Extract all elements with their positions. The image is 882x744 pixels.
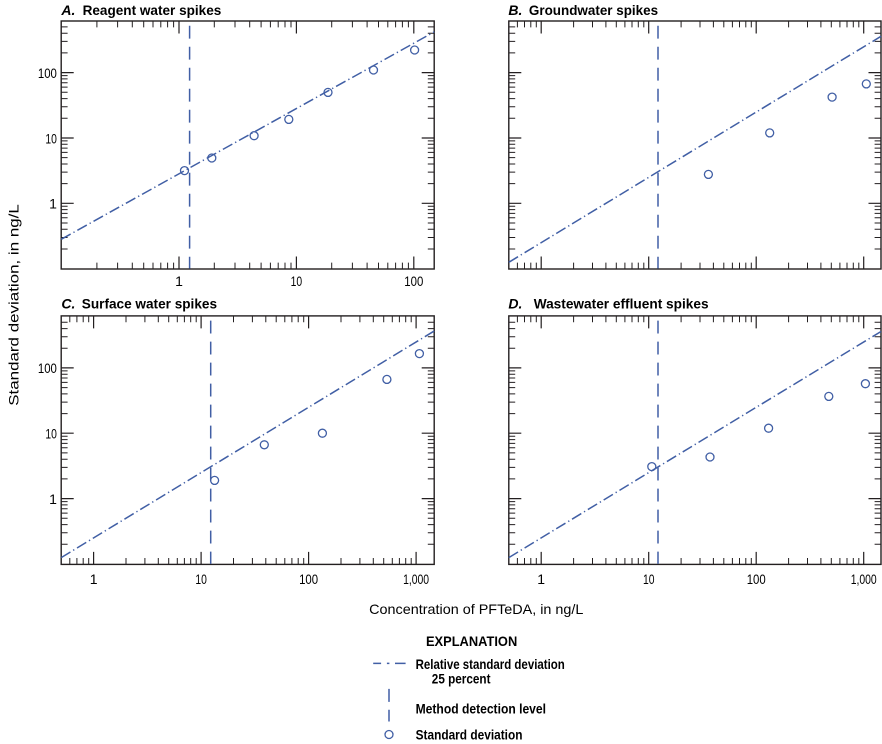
svg-text:25 percent: 25 percent bbox=[432, 671, 491, 686]
svg-text:10: 10 bbox=[45, 426, 57, 442]
svg-text:1: 1 bbox=[49, 196, 57, 212]
svg-text:1: 1 bbox=[49, 491, 57, 507]
svg-text:100: 100 bbox=[747, 571, 766, 587]
svg-text:EXPLANATION: EXPLANATION bbox=[426, 634, 517, 649]
svg-text:10: 10 bbox=[643, 571, 655, 587]
svg-text:100: 100 bbox=[38, 65, 57, 81]
svg-text:100: 100 bbox=[299, 571, 318, 587]
svg-text:Method detection level: Method detection level bbox=[416, 701, 546, 716]
svg-text:100: 100 bbox=[404, 273, 423, 289]
svg-text:10: 10 bbox=[45, 130, 57, 146]
svg-text:Groundwater spikes: Groundwater spikes bbox=[529, 2, 658, 18]
svg-text:A.: A. bbox=[60, 2, 75, 18]
svg-text:Reagent water spikes: Reagent water spikes bbox=[83, 2, 222, 18]
svg-text:Relative standard deviation: Relative standard deviation bbox=[416, 657, 565, 672]
svg-text:D.: D. bbox=[508, 296, 522, 312]
svg-text:1,000: 1,000 bbox=[403, 571, 429, 587]
svg-text:Standard deviation, in ng/L: Standard deviation, in ng/L bbox=[7, 204, 22, 406]
svg-text:Concentration of PFTeDA, in ng: Concentration of PFTeDA, in ng/L bbox=[369, 602, 584, 617]
svg-text:1,000: 1,000 bbox=[851, 571, 877, 587]
svg-text:10: 10 bbox=[291, 273, 303, 289]
svg-text:Surface water spikes: Surface water spikes bbox=[82, 296, 217, 312]
svg-text:1: 1 bbox=[537, 571, 545, 587]
svg-text:10: 10 bbox=[195, 571, 207, 587]
svg-text:Standard deviation: Standard deviation bbox=[416, 727, 523, 742]
svg-text:B.: B. bbox=[508, 2, 522, 18]
svg-text:Wastewater effluent spikes: Wastewater effluent spikes bbox=[534, 296, 709, 312]
svg-text:100: 100 bbox=[38, 360, 57, 376]
svg-text:1: 1 bbox=[90, 571, 98, 587]
svg-text:C.: C. bbox=[61, 296, 75, 312]
svg-text:1: 1 bbox=[175, 273, 183, 289]
